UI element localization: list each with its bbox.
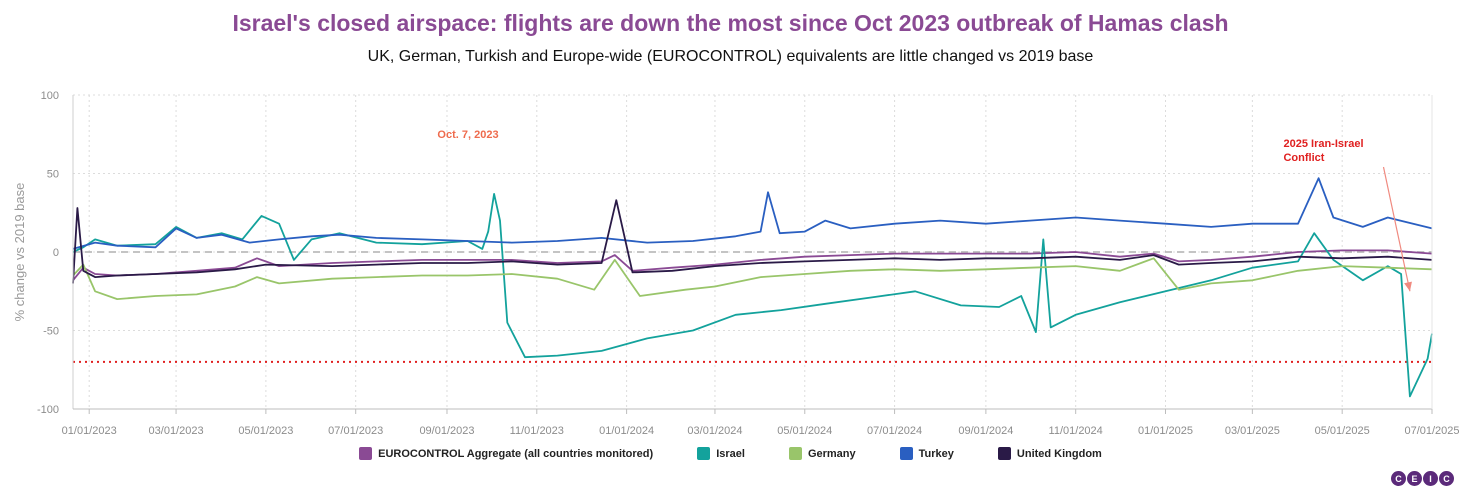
x-tick-label: 03/01/2025 (1225, 425, 1280, 437)
x-tick-label: 05/01/2025 (1315, 425, 1370, 437)
x-tick-label: 05/01/2023 (238, 425, 293, 437)
annotations: Oct. 7, 2023 2025 Iran-Israel Conflict (437, 129, 1412, 292)
series-line-eurocontrol-aggregate-all-countries-monitored (72, 249, 1433, 281)
series-line-israel (72, 192, 1433, 398)
legend-item[interactable]: Turkey (899, 447, 954, 460)
legend-swatch (899, 447, 913, 460)
legend-item[interactable]: Germany (788, 447, 856, 460)
legend-label: EUROCONTROL Aggregate (all countries mon… (378, 447, 654, 460)
series-line-united-kingdom (72, 199, 1433, 284)
x-tick-label: 01/01/2024 (599, 425, 654, 437)
x-tick-label: 09/01/2024 (958, 425, 1013, 437)
x-tick-label: 07/01/2023 (328, 425, 383, 437)
legend-item[interactable]: EUROCONTROL Aggregate (all countries mon… (359, 447, 653, 460)
series-line-turkey (72, 177, 1433, 250)
x-tick-label: 05/01/2024 (777, 425, 832, 437)
legend: EUROCONTROL Aggregate (all countries mon… (0, 447, 1461, 463)
legend-item[interactable]: Israel (697, 447, 745, 460)
reference-lines (73, 251, 1432, 363)
x-tick-label: 07/01/2025 (1404, 425, 1459, 437)
legend-swatch (788, 447, 802, 460)
x-tick-label: 11/01/2024 (1049, 425, 1103, 437)
x-tick-label: 03/01/2023 (149, 425, 204, 437)
logo-letter: I (1423, 471, 1438, 486)
x-tick-label: 09/01/2023 (419, 425, 474, 437)
chart-subtitle: UK, German, Turkish and Europe-wide (EUR… (367, 48, 1094, 65)
series-lines (72, 177, 1433, 398)
annotation-iran-israel: Conflict (1283, 152, 1324, 164)
legend-swatch (697, 447, 711, 460)
x-tick-label: 01/01/2023 (62, 425, 117, 437)
y-tick-label: 100 (41, 90, 59, 102)
annotation-iran-israel: 2025 Iran-Israel (1283, 138, 1363, 150)
y-axis-label: % change vs 2019 base (12, 183, 27, 322)
y-tick-label: 0 (53, 247, 59, 259)
legend-item[interactable]: United Kingdom (997, 447, 1102, 460)
logo-letter: C (1391, 471, 1406, 486)
legend-swatch (359, 447, 373, 460)
x-tick-label: 03/01/2024 (687, 425, 742, 437)
chart-title: Israel's closed airspace: flights are do… (232, 10, 1229, 36)
legend-label: Germany (807, 447, 856, 460)
y-tick-label: 50 (47, 169, 59, 181)
x-tick-label: 01/01/2025 (1138, 425, 1193, 437)
logo-letter: C (1439, 471, 1454, 486)
logo-letter: E (1407, 471, 1422, 486)
x-tick-label: 07/01/2024 (867, 425, 922, 437)
legend-label: Israel (716, 447, 745, 460)
y-tick-label: -50 (43, 326, 59, 338)
annotation-arrowhead (1404, 281, 1412, 292)
series-line-germany (72, 257, 1433, 301)
annotation-arrow (1382, 166, 1411, 292)
y-tick-label: -100 (37, 404, 59, 416)
legend-swatch (997, 447, 1011, 460)
legend-label: United Kingdom (1016, 447, 1102, 460)
legend-label: Turkey (918, 447, 954, 460)
x-tick-label: 11/01/2023 (510, 425, 564, 437)
annotation-oct-7: Oct. 7, 2023 (437, 129, 498, 141)
